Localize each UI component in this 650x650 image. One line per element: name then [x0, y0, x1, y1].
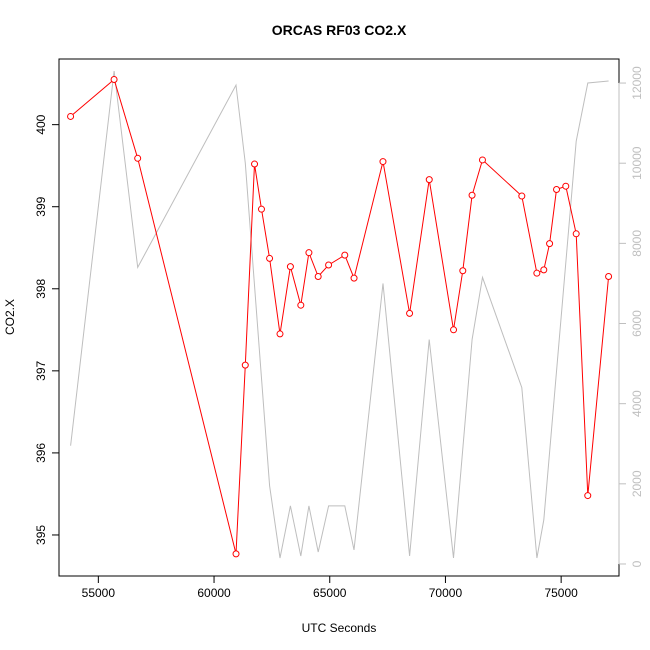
- data-point: [584, 492, 592, 500]
- y2-tick-label: 6000: [630, 310, 644, 337]
- y-tick-label: 399: [34, 196, 48, 216]
- data-point: [533, 269, 541, 277]
- data-point: [540, 266, 548, 274]
- data-point: [562, 182, 570, 190]
- series-line-left: [70, 78, 610, 554]
- data-point: [350, 274, 358, 282]
- data-point: [276, 330, 284, 338]
- y-tick-label: 400: [34, 114, 48, 134]
- data-point: [468, 191, 476, 199]
- data-point: [379, 158, 387, 166]
- y2-tick-label: 0: [630, 560, 644, 567]
- data-point: [325, 261, 333, 269]
- data-point: [314, 272, 322, 280]
- plot-frame: [58, 58, 620, 577]
- y2-tick-label: 12000: [630, 66, 644, 100]
- data-point: [518, 192, 526, 200]
- y2-tick-label: 10000: [630, 146, 644, 180]
- x-tick-label: 60000: [197, 586, 231, 600]
- x-tick-label: 65000: [313, 586, 347, 600]
- data-point: [241, 361, 249, 369]
- data-point: [572, 230, 580, 238]
- axes: 55000 60000 65000 70000 75000395396397398399…: [34, 66, 644, 600]
- data-point: [232, 550, 240, 558]
- data-point: [546, 240, 554, 248]
- data-point: [450, 326, 458, 334]
- data-point: [425, 176, 433, 184]
- y2-tick-label: 8000: [630, 230, 644, 257]
- data-point: [478, 156, 486, 164]
- x-tick-label: 75000: [544, 586, 578, 600]
- data-point: [297, 301, 305, 309]
- series-line-right: [70, 70, 609, 559]
- y-tick-label: 398: [34, 278, 48, 298]
- x-tick-label: 70000: [429, 586, 463, 600]
- data-point: [305, 249, 313, 257]
- x-tick-label: 55000: [82, 586, 116, 600]
- y-tick-label: 396: [34, 443, 48, 463]
- y-axis-label: CO2.X: [3, 299, 17, 335]
- data-point: [605, 272, 613, 280]
- data-point: [341, 251, 349, 259]
- data-point: [251, 160, 259, 168]
- y2-tick-label: 4000: [630, 390, 644, 417]
- data-point: [553, 185, 561, 193]
- data-point: [257, 205, 265, 213]
- y-tick-label: 395: [34, 525, 48, 545]
- data-point: [67, 112, 75, 120]
- y-tick-label: 397: [34, 361, 48, 381]
- data-point: [406, 309, 414, 317]
- data-point: [459, 267, 467, 275]
- y2-tick-label: 2000: [630, 470, 644, 497]
- x-axis-label: UTC Seconds: [302, 621, 377, 635]
- data-point: [286, 263, 294, 271]
- data-point: [266, 254, 274, 262]
- data-point: [134, 154, 142, 162]
- data-point: [110, 76, 118, 84]
- series-layer: [67, 70, 613, 559]
- chart-title: ORCAS RF03 CO2.X: [272, 22, 407, 38]
